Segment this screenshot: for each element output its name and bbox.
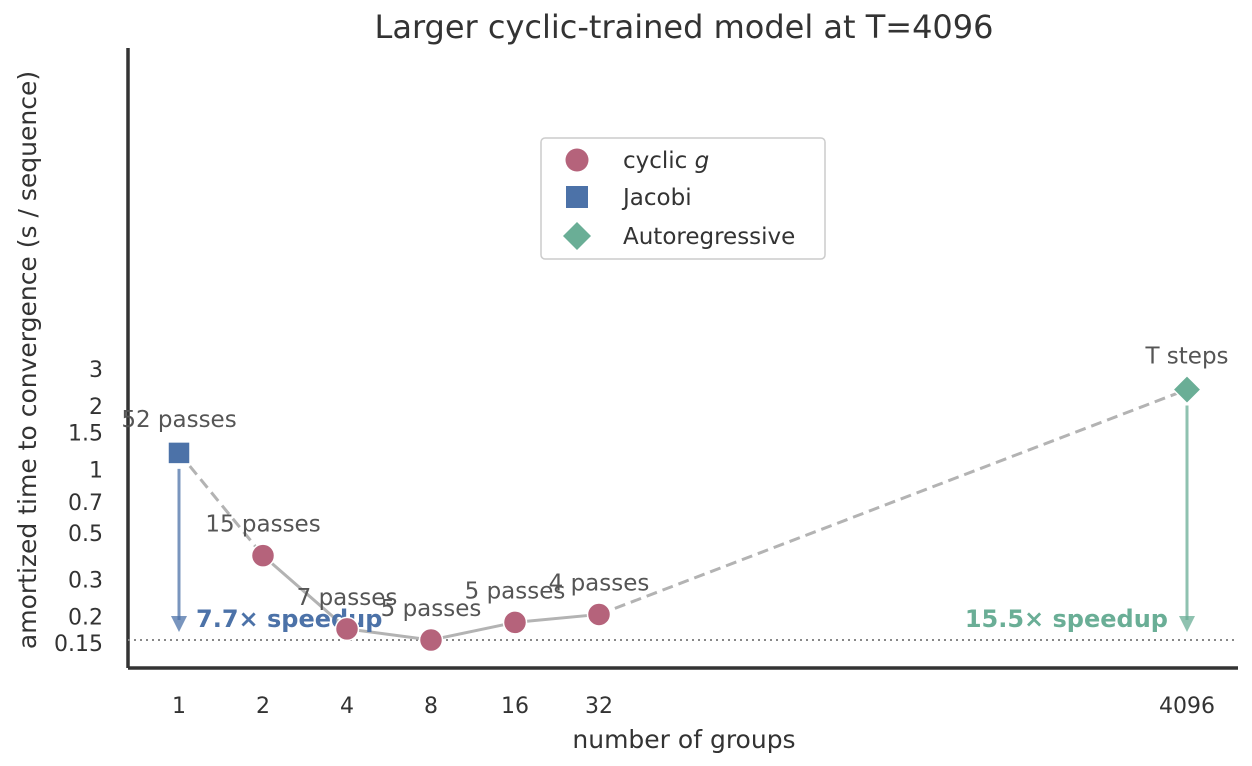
y-tick-label: 0.3: [68, 569, 103, 594]
y-axis-label: amortized time to convergence (s / seque…: [13, 71, 42, 649]
cyclic-point: [502, 610, 528, 635]
cyclic-point: [334, 616, 360, 642]
autoregressive-point: [1171, 374, 1203, 405]
legend-marker-jacobi: [566, 186, 588, 208]
jacobi-point: [167, 441, 191, 465]
x-axis-label: number of groups: [572, 725, 795, 754]
x-tick-label: 16: [501, 694, 529, 719]
cyclic-point: [418, 627, 444, 653]
x-tick-label: 8: [424, 694, 438, 719]
x-tick-label: 4096: [1159, 694, 1215, 719]
autoregressive-point-label: T steps: [1144, 344, 1228, 370]
cyclic-point-label: 15 passes: [205, 512, 320, 538]
y-tick-label: 0.15: [54, 632, 103, 657]
legend-label-cyclic: cyclic g: [623, 148, 709, 174]
legend: cyclic g Jacobi Autoregressive: [540, 137, 826, 260]
y-tick-label: 0.7: [68, 491, 103, 516]
legend-marker-cyclic: [565, 148, 589, 172]
autoregressive-speedup-label: 15.5× speedup: [965, 605, 1168, 633]
legend-box: [540, 137, 826, 260]
legend-label-text: cyclic: [623, 148, 687, 174]
cyclic-point-label: 5 passes: [381, 596, 482, 622]
autoregressive-speedup-arrowhead: [1179, 616, 1195, 633]
y-tick-label: 3: [89, 358, 103, 383]
chart-title: Larger cyclic-trained model at T=4096: [375, 8, 994, 46]
legend-label-italic: g: [687, 148, 709, 174]
x-tick-label: 4: [340, 694, 354, 719]
legend-label-text: Jacobi: [621, 185, 692, 211]
x-tick-label: 1: [172, 694, 186, 719]
jacobi-speedup-arrowhead: [171, 616, 187, 633]
legend-label-jacobi: Jacobi: [621, 185, 692, 211]
x-tick-label: 2: [256, 694, 270, 719]
y-tick-label: 1.5: [68, 422, 103, 447]
legend-marker-autoregressive: [563, 222, 591, 250]
cyclic-point-label: 5 passes: [465, 578, 566, 604]
cyclic-point: [586, 602, 612, 627]
cyclic-point: [250, 543, 276, 568]
legend-label-text: Autoregressive: [623, 224, 795, 250]
autoregressive-connector-line: [598, 388, 1188, 616]
jacobi-point-label: 52 passes: [121, 407, 236, 433]
y-tick-label: 2: [89, 395, 103, 420]
legend-label-autoregressive: Autoregressive: [623, 224, 795, 250]
y-tick-label: 0.2: [68, 606, 103, 631]
jacobi-connector-line: [177, 451, 265, 557]
y-tick-label: 1: [89, 459, 103, 484]
y-tick-label: 0.5: [68, 522, 103, 547]
cyclic-point-label: 4 passes: [549, 570, 650, 596]
cyclic-point-label: 7 passes: [297, 585, 398, 611]
x-tick-label: 32: [585, 694, 613, 719]
